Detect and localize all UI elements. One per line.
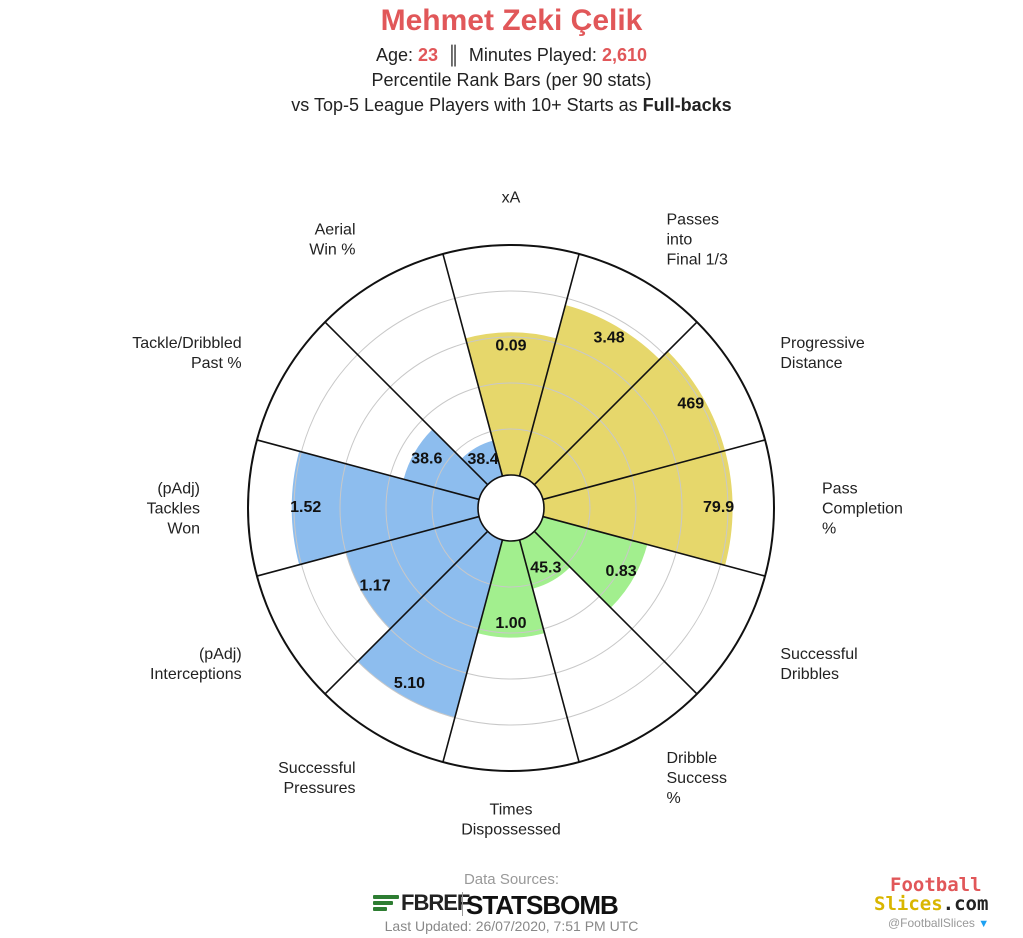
grid-ring-2: [339, 336, 683, 680]
grid-ring-1: [385, 382, 637, 634]
divider-11: [324, 321, 489, 486]
player-name-title: Mehmet Zeki Çelik: [380, 4, 643, 37]
minutes-value: 2,610: [601, 45, 647, 65]
player-info-line: Age: 23 ║ Minutes Played: 2,610: [0, 45, 1023, 66]
bar-7: [357, 531, 503, 718]
bars-layer: [291, 305, 733, 718]
value-label-8: 1.17: [359, 578, 390, 595]
category-label-3: Pass Completion%: [822, 481, 903, 538]
value-label-2: 469: [677, 395, 704, 412]
fs-logo-dotcom: .com: [942, 893, 989, 915]
grid-ring-0: [431, 428, 591, 588]
source-logos: FBREF STATSBOMB: [373, 890, 663, 920]
value-label-7: 5.10: [394, 675, 425, 692]
value-label-11: 38.4: [468, 451, 499, 468]
value-label-10: 38.6: [411, 451, 442, 468]
category-label-11: Aerial Win %: [309, 221, 355, 258]
grid-ring-3: [293, 290, 729, 726]
value-label-3: 79.9: [703, 499, 734, 516]
fs-logo-line2: Slices.com: [874, 893, 988, 915]
divider-4: [542, 515, 766, 577]
category-labels: xA Passes into Final 1/3 Progressive Distance…: [132, 190, 903, 839]
category-label-2: Progressive Distance: [780, 335, 865, 372]
value-labels: 0.09 3.48 469 79.9 0.83 45.3 1.00 5.10 1.17 1.52 3…: [290, 329, 734, 692]
fbref-logo: FBREF: [373, 890, 470, 915]
divider-9: [256, 515, 480, 577]
grid-rings: [293, 290, 729, 726]
category-label-6: Times Dispossessed: [461, 802, 561, 839]
outer-circle: [247, 244, 775, 772]
bar-0: [465, 332, 557, 477]
divider-0: [442, 253, 504, 477]
value-label-9: 1.52: [290, 499, 321, 516]
age-label: Age:: [375, 45, 414, 65]
statsbomb-logo: STATSBOMB: [466, 890, 619, 920]
last-updated: Last Updated: 26/07/2020, 7:51 PM UTC: [384, 918, 639, 934]
bar-6: [477, 539, 545, 638]
bar-1: [519, 305, 660, 485]
polar-bar-chart: 0.09 3.48 469 79.9 0.83 45.3 1.00 5.10 1.17 1.52 3…: [132, 190, 903, 839]
logo-divider: [462, 892, 463, 916]
bar-9: [291, 451, 480, 565]
chart-footer: Data Sources: FBREF STATSBOMB Last Updat…: [0, 868, 1023, 938]
bar-3: [542, 450, 733, 566]
divider-8: [324, 530, 489, 695]
divider-7: [442, 539, 504, 763]
divider-6: [518, 539, 580, 763]
value-label-1: 3.48: [593, 329, 624, 346]
center-hole: [477, 474, 545, 542]
divider-5: [533, 530, 698, 695]
bar-11: [461, 440, 503, 485]
value-label-4: 0.83: [606, 563, 637, 580]
data-sources-label: Data Sources:: [463, 871, 560, 888]
twitter-icon: ▼: [978, 918, 990, 930]
fs-logo-slices: Slices: [874, 893, 943, 915]
bar-8: [345, 516, 488, 629]
subtitle-2: vs Top-5 League Players with 10+ Starts …: [0, 95, 1023, 116]
value-label-0: 0.09: [495, 338, 526, 355]
value-label-6: 1.00: [495, 615, 526, 632]
info-separator: ║: [447, 45, 460, 65]
fs-handle: @FootballSlices ▼: [888, 916, 989, 930]
minutes-label: Minutes Played:: [468, 45, 597, 65]
category-label-1: Passes into Final 1/3: [667, 211, 728, 268]
bar-4: [534, 516, 648, 608]
footballslices-logo: Football Slices.com @FootballSlices ▼: [860, 874, 1020, 936]
bar-2: [534, 351, 726, 500]
divider-3: [542, 439, 766, 501]
sector-dividers: [256, 253, 766, 763]
fbref-logo-text: FBREF: [401, 890, 470, 915]
bar-5: [519, 531, 571, 589]
category-label-0: xA: [502, 190, 521, 207]
divider-10: [256, 439, 480, 501]
category-label-8: (pAdj) Interceptions: [150, 646, 242, 683]
subtitle-1: Percentile Rank Bars (per 90 stats): [371, 70, 652, 90]
category-label-9: (pAdj) Tackles Won: [147, 481, 200, 538]
divider-2: [533, 321, 698, 486]
value-label-5: 45.3: [530, 559, 561, 576]
category-label-7: Successful Pressures: [278, 760, 355, 797]
age-value: 23: [418, 45, 439, 65]
divider-1: [518, 253, 580, 477]
fs-handle-text: @FootballSlices: [888, 916, 975, 930]
category-label-4: Successful Dribbles: [780, 646, 857, 683]
category-label-5: Dribble Success%: [667, 750, 727, 807]
fs-logo-line1: Football: [890, 874, 982, 896]
category-label-10: Tackle/Dribbled Past %: [132, 335, 241, 372]
fbref-mark-icon: [373, 894, 399, 912]
subtitle-2-position: Full-backs: [642, 95, 732, 115]
subtitle-2-prefix: vs Top-5 League Players with 10+ Starts …: [291, 95, 638, 115]
